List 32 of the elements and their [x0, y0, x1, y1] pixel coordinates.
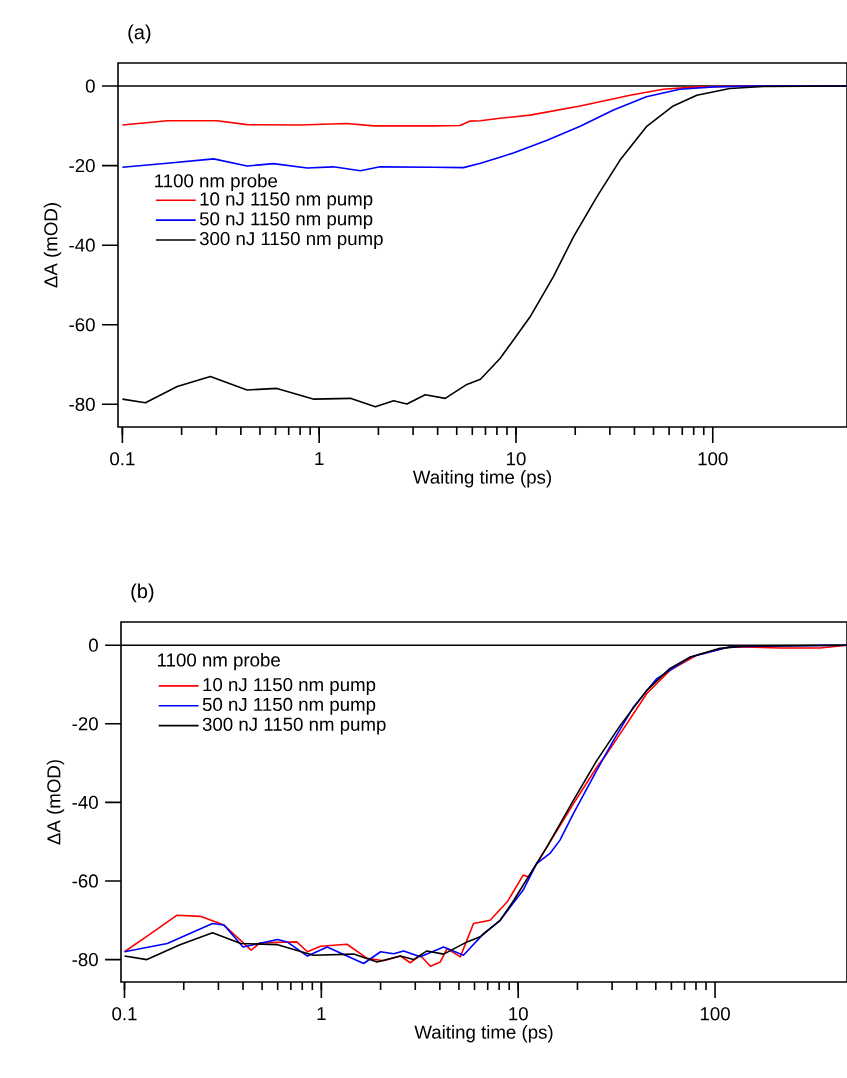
y-tick-label: -60	[72, 874, 98, 888]
x-tick-label: 0.1	[110, 452, 135, 466]
legend-label: 10 nJ 1150 nm pump	[200, 192, 373, 210]
y-axis-title: ΔA (mOD)	[46, 760, 65, 845]
chart-title: (b)	[131, 583, 154, 603]
x-tick-label: 0.1	[112, 1007, 137, 1021]
y-tick-label: 0	[88, 638, 98, 652]
y-tick-label: -60	[69, 318, 95, 332]
x-tick-label: 10	[507, 452, 526, 466]
legend-label: 300 nJ 1150 nm pump	[199, 232, 383, 249]
x-axis-title: Waiting time (ps)	[414, 1025, 553, 1043]
y-tick-label: -20	[69, 159, 95, 173]
y-tick-label: -40	[69, 238, 95, 252]
y-tick-label: -40	[72, 795, 98, 810]
x-axis-title: Waiting time (ps)	[412, 470, 551, 488]
y-tick-label: 0	[85, 79, 95, 93]
legend-label: 10 nJ 1150 nm pump	[203, 677, 376, 695]
x-tick-label: 1	[317, 1007, 326, 1020]
x-tick-label: 1	[315, 452, 324, 465]
legend-label: 50 nJ 1150 nm pump	[199, 212, 373, 230]
chart-title: (a)	[128, 24, 151, 44]
x-tick-label: 10	[509, 1007, 528, 1021]
x-tick-label: 100	[700, 1007, 730, 1021]
legend-title: 1100 nm probe	[155, 173, 278, 192]
y-tick-label: -80	[72, 952, 98, 967]
y-tick-label: -80	[69, 397, 95, 411]
legend-label: 50 nJ 1150 nm pump	[202, 697, 376, 715]
legend-title: 1100 nm probe	[158, 652, 280, 671]
y-axis-title: ΔA (mOD)	[43, 203, 62, 288]
y-tick-label: -20	[72, 717, 98, 731]
x-tick-label: 100	[698, 452, 728, 466]
legend-label: 300 nJ 1150 nm pump	[202, 717, 386, 735]
